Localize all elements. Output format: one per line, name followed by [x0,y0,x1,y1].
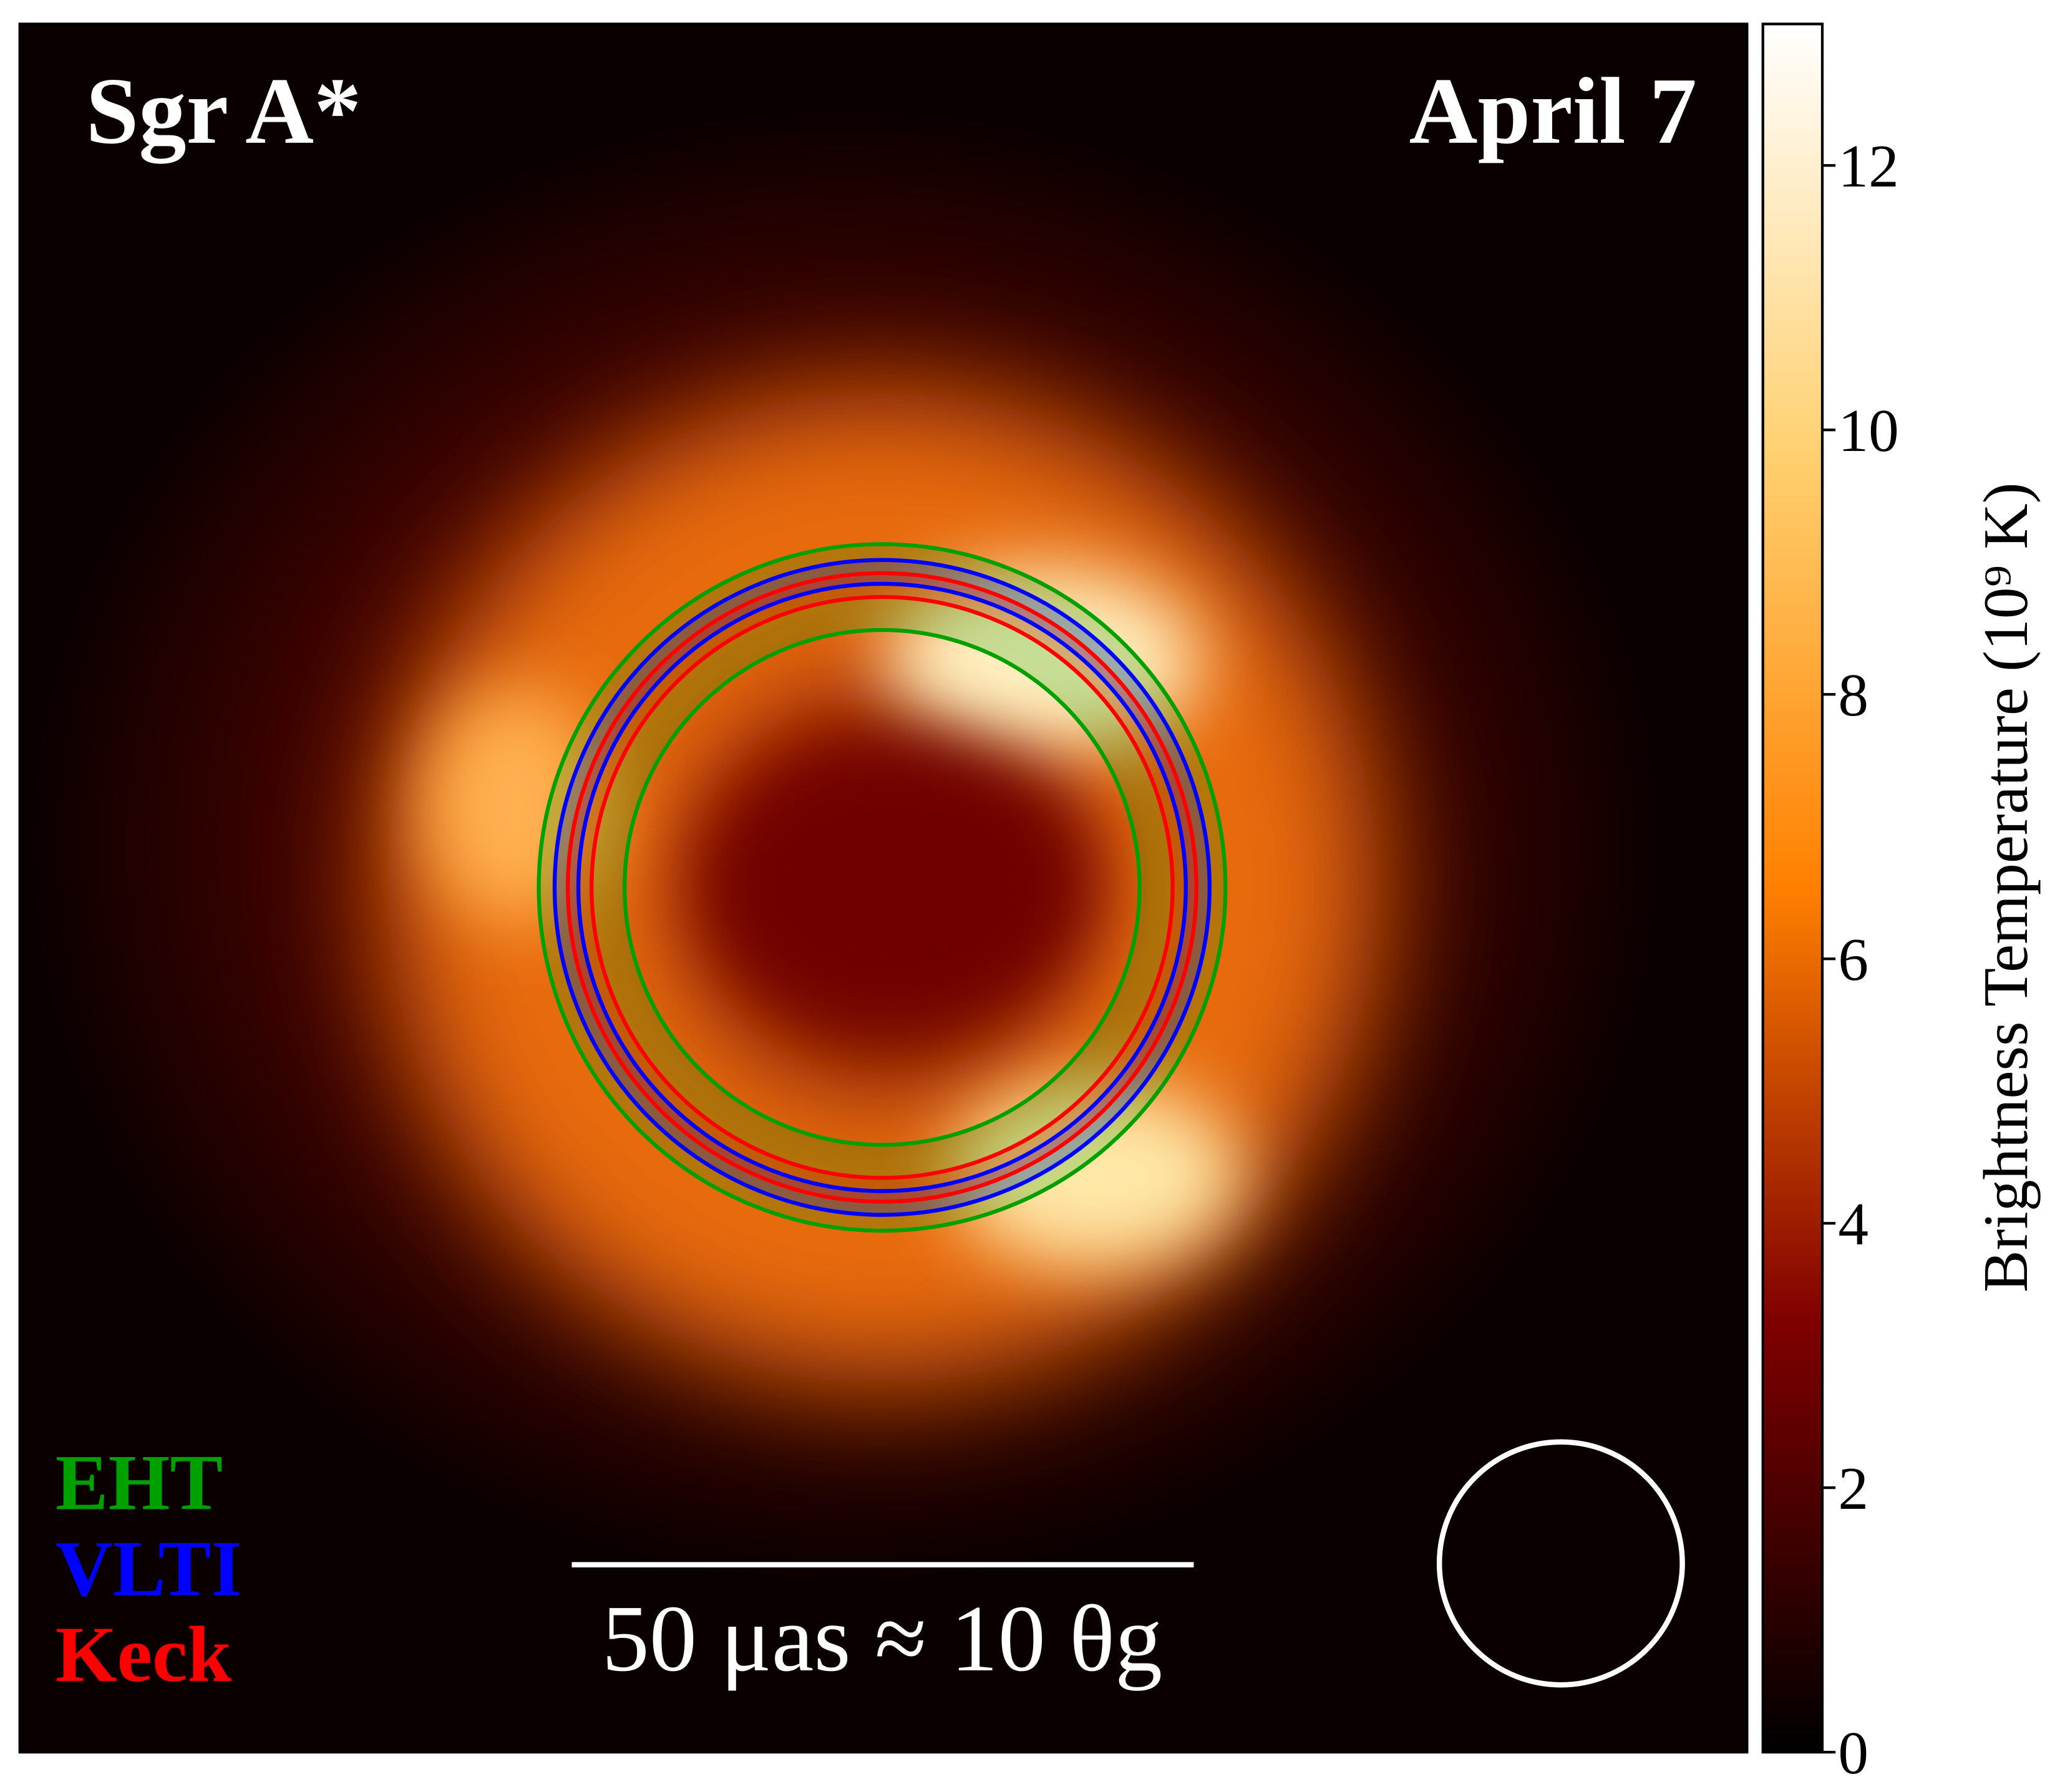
rings [537,542,1228,1233]
tick-label: 0 [1838,1720,1868,1787]
colorbar-ticks: 0 2 4 6 8 10 12 [1822,133,1899,1787]
ring [552,558,1212,1217]
ring [590,594,1175,1180]
legend-label: Keck [56,1611,231,1698]
legend-label: EHT [56,1440,223,1527]
tick-label: 4 [1838,1191,1868,1258]
beam [1436,1439,1685,1688]
colorbar-label: Brightness Temperature (10⁹ K) [1970,482,2041,1292]
legend-label: VLTI [56,1525,242,1612]
chart-subtitle: April 7 [1409,58,1697,163]
tick-label: 10 [1838,397,1898,465]
colorbar [1761,22,1824,1754]
ring [576,581,1188,1193]
tick-label: 2 [1838,1455,1868,1523]
tick-label: 8 [1838,662,1868,729]
tick-label: 6 [1838,926,1868,994]
panel-frame [18,22,1749,1754]
image [19,24,1747,1753]
ring [537,542,1228,1233]
ring [565,571,1198,1204]
scale-bar-label: 50 μas ≈ 10 θg [602,1586,1163,1691]
ring-band [538,544,1226,1231]
tick-label: 12 [1838,133,1898,200]
ring [623,627,1142,1147]
chart-title: Sgr A* [86,58,362,164]
